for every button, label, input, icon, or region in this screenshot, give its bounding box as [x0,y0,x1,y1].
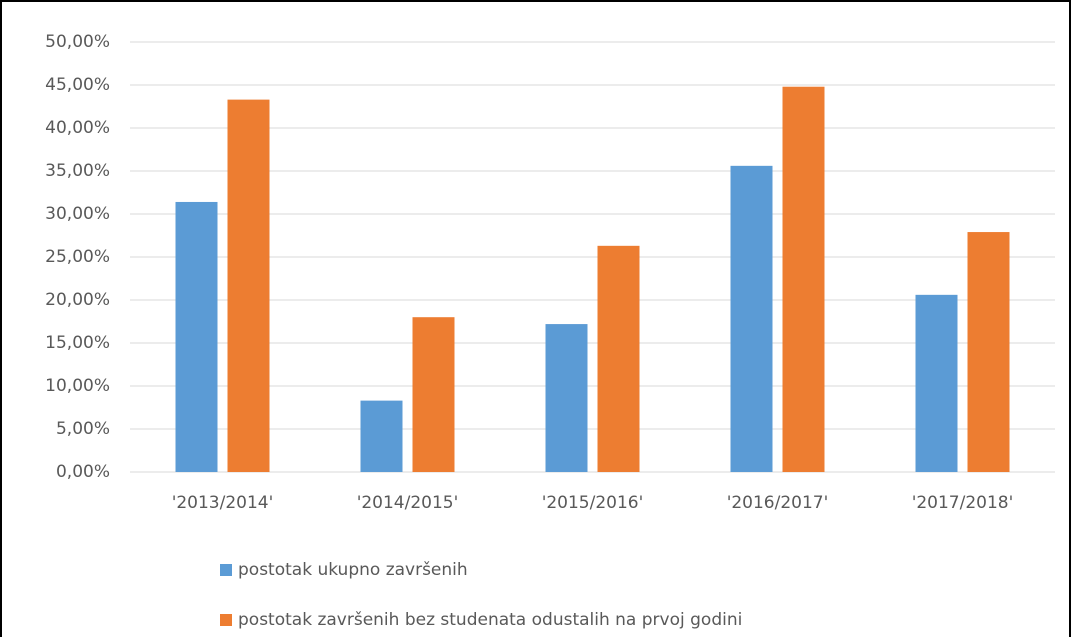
bar [730,165,773,472]
x-tick-label: '2017/2018' [912,493,1014,513]
x-tick-label: '2013/2014' [172,493,274,513]
x-tick-label: '2016/2017' [727,493,829,513]
bar [412,317,455,472]
y-tick-label: 45,00% [45,75,110,95]
y-tick-label: 20,00% [45,290,110,310]
y-tick-label: 25,00% [45,247,110,267]
legend-label: postotak završenih bez studenata odustal… [238,610,742,630]
legend-swatch [220,564,232,576]
y-tick-label: 10,00% [45,376,110,396]
bar [597,245,640,472]
y-tick-label: 0,00% [56,462,110,482]
y-tick-label: 35,00% [45,161,110,181]
bar [967,232,1010,472]
bar [545,324,588,472]
bar [360,400,403,472]
bar [782,86,825,472]
y-tick-label: 30,00% [45,204,110,224]
y-tick-label: 40,00% [45,118,110,138]
y-tick-label: 50,00% [45,32,110,52]
bar [227,99,270,473]
y-tick-label: 15,00% [45,333,110,353]
x-tick-label: '2015/2016' [542,493,644,513]
legend-swatch [220,614,232,626]
y-tick-label: 5,00% [56,419,110,439]
x-tick-label: '2014/2015' [357,493,459,513]
legend-label: postotak ukupno završenih [238,560,468,580]
bar [915,294,958,472]
bar [175,201,218,472]
